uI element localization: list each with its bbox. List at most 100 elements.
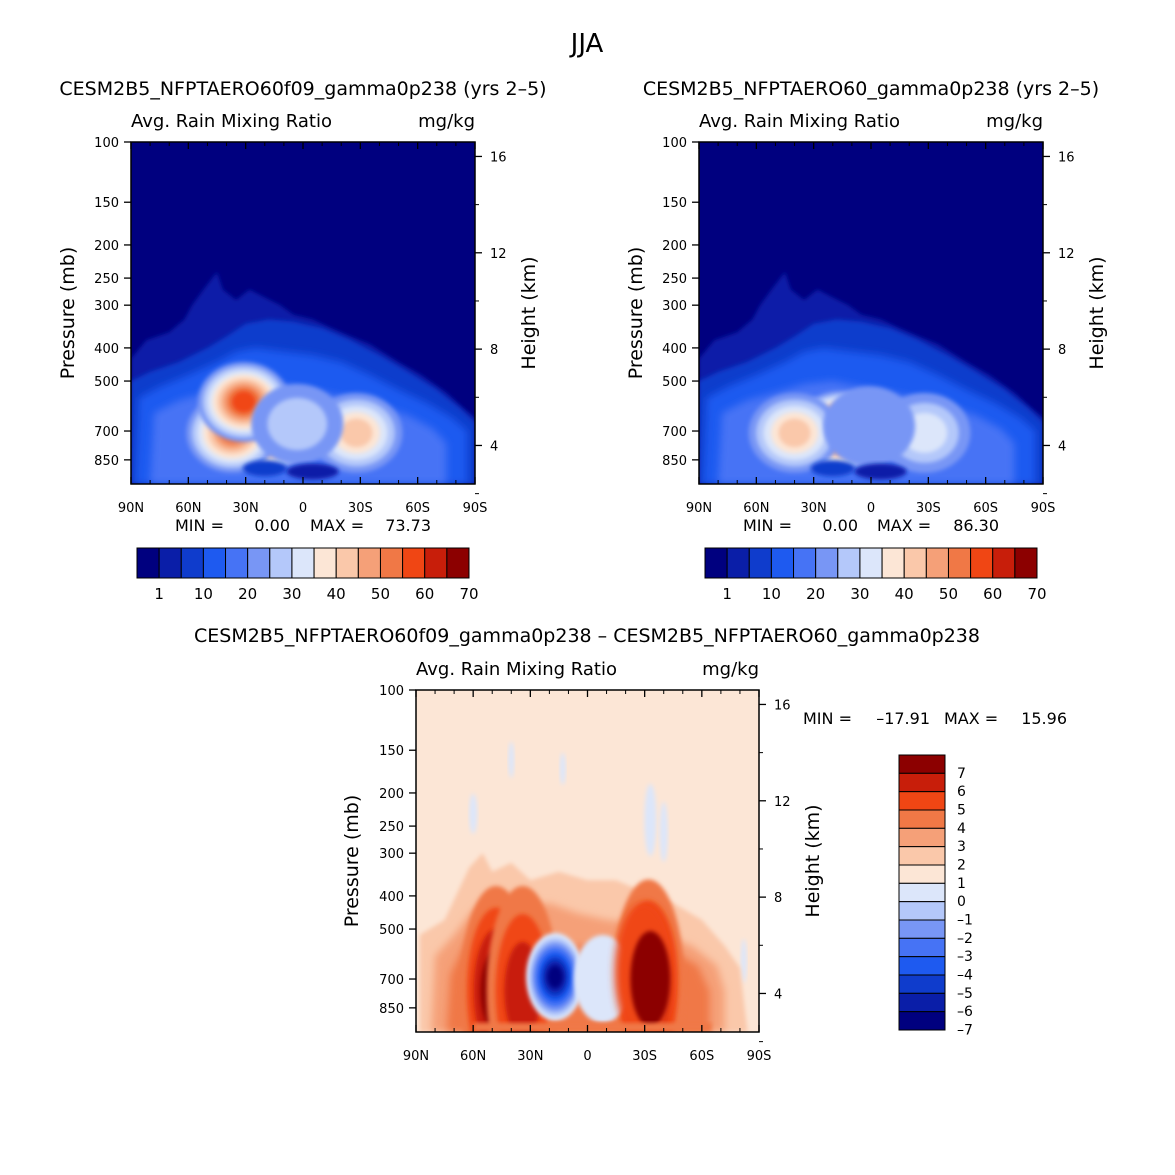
colorbar-label: 40 (895, 585, 914, 603)
page-title: JJA (569, 29, 604, 59)
y-tick-label: 850 (379, 1002, 404, 1017)
y-tick-label: 850 (94, 454, 119, 469)
y-tick-label: 300 (662, 299, 687, 314)
x-tick-label: 60S (405, 501, 430, 516)
colorbar-swatch (881, 547, 905, 579)
panel-2-axes: 90N 60N 30N 0 30S 60S 90S 100 150 200 250 300 400 500… (662, 136, 1074, 516)
colorbar-label: 30 (850, 585, 869, 603)
y-tick-label: 100 (379, 684, 404, 699)
panel-2-colorbar: 1 10 20 30 40 50 60 70 (704, 547, 1047, 603)
colorbar-swatch (898, 901, 946, 921)
colorbar-swatch (180, 547, 204, 579)
colorbar-label: 60 (983, 585, 1002, 603)
colorbar-label: –1 (957, 913, 973, 929)
panel-2: CESM2B5_NFPTAERO60_gamma0p238 (yrs 2–5) … (625, 78, 1108, 603)
colorbar-label: –2 (957, 931, 973, 947)
colorbar-label: 30 (282, 585, 301, 603)
colorbar-swatch (335, 547, 359, 579)
contour-blob (340, 418, 373, 448)
colorbar-swatch (357, 547, 381, 579)
panel-1-min-label: MIN = (175, 516, 224, 535)
colorbar-label: 20 (238, 585, 257, 603)
panel-3-y2label: Height (km) (802, 804, 824, 917)
height-tick-label: 4 (490, 439, 498, 454)
colorbar-swatch (158, 547, 182, 579)
colorbar-label: 70 (459, 585, 478, 603)
panel-2-title: CESM2B5_NFPTAERO60_gamma0p238 (yrs 2–5) (643, 78, 1099, 100)
colorbar-label: 4 (957, 821, 966, 837)
panel-3-variable-label: Avg. Rain Mixing Ratio (416, 659, 617, 680)
contour-spot (810, 460, 855, 477)
colorbar-label: 20 (806, 585, 825, 603)
y-tick-label: 850 (662, 454, 687, 469)
colorbar-swatch (379, 547, 404, 579)
contour-blob (267, 397, 328, 451)
colorbar-swatch (446, 547, 470, 579)
y-tick-label: 500 (662, 375, 687, 390)
height-tick-label: 4 (774, 987, 782, 1002)
contour-spot (242, 460, 287, 477)
height-tick-label: 4 (1058, 439, 1066, 454)
contour-streak (740, 938, 747, 983)
colorbar-label: 5 (957, 803, 966, 819)
colorbar-swatch (898, 809, 946, 829)
y-tick-label: 700 (94, 425, 119, 440)
colorbar-swatch (837, 547, 861, 579)
panel-3: CESM2B5_NFPTAERO60f09_gamma0p238 – CESM2… (194, 625, 1067, 1064)
colorbar-label: 40 (327, 585, 346, 603)
colorbar-label: 1 (154, 585, 164, 603)
x-tick-label: 30S (916, 501, 941, 516)
x-tick-label: 90N (686, 501, 712, 516)
colorbar-label: 70 (1027, 585, 1046, 603)
panel-2-units-label: mg/kg (986, 111, 1043, 132)
height-tick-label: 12 (774, 795, 791, 810)
panel-1-contour-field (131, 142, 475, 484)
colorbar-swatch (225, 547, 249, 579)
panel-3-units-label: mg/kg (702, 659, 759, 680)
panel-1-variable-label: Avg. Rain Mixing Ratio (131, 111, 332, 132)
panel-2-max-label: MAX = (877, 516, 931, 535)
panel-3-min-label: MIN = (803, 709, 852, 728)
contour-surface (473, 1022, 712, 1032)
panel-2-max-value: 86.30 (953, 516, 999, 535)
colorbar-swatch (704, 547, 728, 579)
y-tick-label: 500 (379, 923, 404, 938)
panel-2-variable-label: Avg. Rain Mixing Ratio (699, 111, 900, 132)
colorbar-swatch (898, 882, 946, 903)
x-tick-label: 60S (689, 1049, 714, 1064)
colorbar-swatch (898, 864, 946, 884)
panel-1-units-label: mg/kg (418, 111, 475, 132)
y-tick-label: 300 (94, 299, 119, 314)
x-tick-label: 30N (233, 501, 259, 516)
y-tick-label: 700 (379, 973, 404, 988)
colorbar-swatch (748, 547, 772, 579)
y-tick-label: 150 (379, 744, 404, 759)
height-tick-label: 12 (1058, 247, 1075, 262)
colorbar-swatch (1014, 547, 1038, 579)
colorbar-label: 6 (957, 784, 966, 800)
colorbar-swatch (898, 772, 946, 793)
x-tick-label: 60N (460, 1049, 486, 1064)
x-tick-label: 90S (463, 501, 488, 516)
colorbar-label: 50 (939, 585, 958, 603)
y-tick-label: 250 (662, 272, 687, 287)
x-tick-label: 90S (1031, 501, 1056, 516)
panel-2-contour-field (699, 142, 1043, 484)
y-tick-label: 100 (94, 136, 119, 151)
contour-streak (644, 784, 657, 857)
colorbar-swatch (898, 846, 946, 866)
colorbar-label: 1 (957, 876, 966, 892)
colorbar-swatch (970, 547, 994, 579)
panel-1-colorbar: 1 10 20 30 40 50 60 70 (136, 547, 479, 603)
colorbar-swatch (859, 547, 883, 579)
colorbar-label: –3 (957, 949, 973, 965)
colorbar-swatch (726, 547, 750, 579)
x-tick-label: 30S (348, 501, 373, 516)
height-tick-label: 16 (774, 698, 791, 713)
y-tick-label: 400 (379, 890, 404, 905)
colorbar-label: –4 (957, 968, 973, 984)
colorbar-swatch (898, 791, 946, 811)
panel-2-min-label: MIN = (743, 516, 792, 535)
contour-streak (559, 752, 566, 785)
